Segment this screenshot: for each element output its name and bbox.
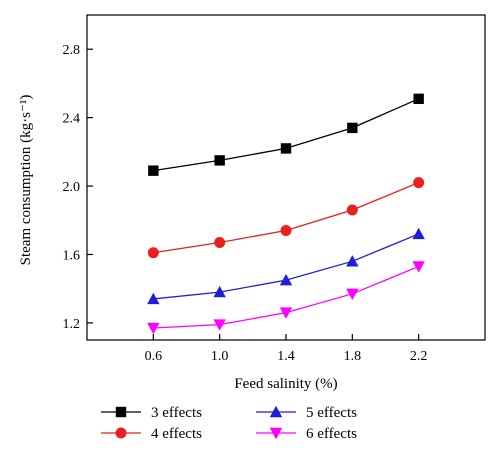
x-tick-label: 2.2 [410, 349, 428, 364]
data-point [279, 307, 293, 319]
legend-item: 6 effects [256, 426, 357, 442]
series-line [153, 233, 419, 300]
plot-frame [86, 14, 486, 341]
series-1 [148, 93, 424, 176]
data-point [213, 319, 226, 331]
data-point [280, 225, 292, 237]
y-tick-label: 1.6 [63, 248, 81, 263]
data-point [413, 93, 424, 105]
legend-label: 4 effects [151, 426, 202, 442]
legend-marker [115, 427, 127, 439]
data-point [214, 155, 225, 166]
data-point [147, 292, 160, 305]
y-tick-label: 2.8 [63, 43, 81, 58]
series-4 [147, 261, 425, 335]
data-point [213, 285, 226, 298]
data-point [279, 273, 293, 286]
legend-label: 5 effects [306, 405, 357, 421]
series-3 [147, 227, 425, 305]
data-point [412, 261, 425, 273]
series-line [153, 98, 419, 172]
data-point [347, 122, 358, 134]
legend-marker [269, 405, 283, 418]
x-tick-label: 1.8 [344, 349, 362, 364]
legend: 3 effects 4 effects 5 effects 6 effects [101, 405, 357, 442]
data-point [346, 204, 358, 216]
legend-item: 3 effects [101, 405, 202, 421]
data-point [214, 237, 226, 248]
legend-marker [269, 427, 283, 440]
y-tick-label: 1.2 [63, 317, 81, 332]
series-2 [147, 177, 425, 259]
y-axis-label: Steam consumption (kg·s⁻¹) [18, 95, 34, 266]
y-axis: 1.2 1.6 2.0 2.4 2.8 [63, 43, 93, 332]
x-tick-label: 1.4 [277, 349, 295, 364]
data-point [147, 322, 160, 335]
series-line [153, 182, 419, 254]
data-point [346, 255, 359, 267]
legend-label: 3 effects [151, 405, 202, 421]
legend-item: 4 effects [101, 426, 202, 442]
data-point [412, 227, 425, 240]
x-tick-label: 0.6 [145, 349, 163, 364]
x-axis: 0.6 1.0 1.4 1.8 2.2 [145, 334, 428, 364]
data-point [413, 177, 425, 189]
x-tick-label: 1.0 [211, 349, 229, 364]
legend-item: 5 effects [256, 405, 357, 421]
series-layer [147, 93, 425, 335]
y-tick-label: 2.4 [63, 112, 81, 127]
data-point [280, 143, 292, 154]
data-point [147, 247, 159, 259]
data-point [148, 165, 159, 176]
legend-label: 6 effects [306, 426, 357, 442]
x-axis-label: Feed salinity (%) [234, 376, 337, 392]
y-tick-label: 2.0 [63, 180, 81, 195]
data-point [346, 288, 359, 301]
legend-marker [115, 406, 127, 418]
